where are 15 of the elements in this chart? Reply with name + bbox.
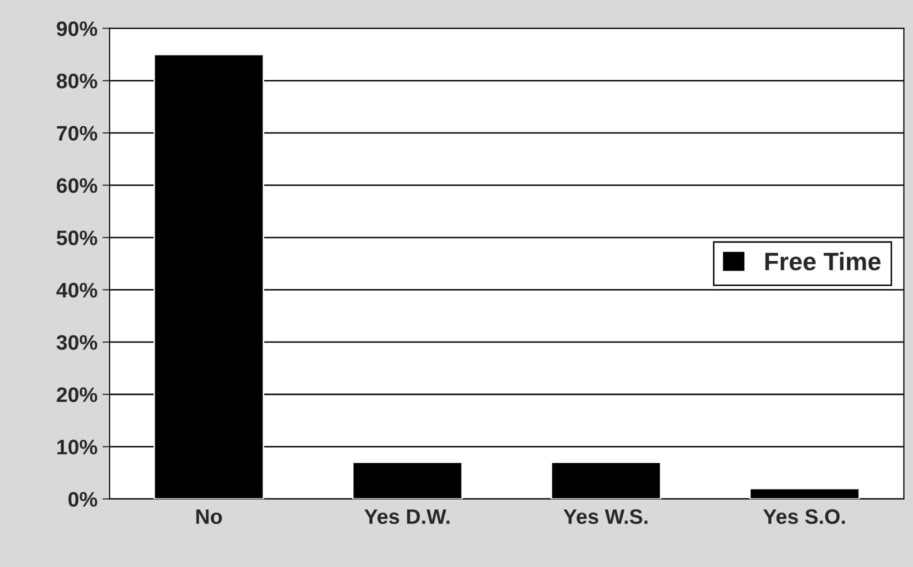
y-tick-label: 20% [56, 387, 98, 402]
y-tick-label: 90% [56, 21, 98, 36]
y-tick-label: 60% [56, 178, 98, 193]
y-tick-label: 10% [57, 440, 98, 454]
y-tick-label: 50% [56, 230, 98, 246]
x-tick-label: Yes W.S. [564, 509, 648, 524]
y-tick-label: 40% [56, 282, 98, 298]
x-tick-label: Yes S.O. [763, 509, 845, 524]
legend-label: Free Time [765, 252, 881, 270]
y-tick-label: 80% [56, 74, 98, 88]
y-tick-label: 30% [56, 335, 98, 350]
x-tick-label: No [196, 509, 222, 524]
y-tick-label: 70% [56, 126, 98, 141]
y-tick-label: 0% [68, 492, 98, 507]
x-tick-label: Yes D.W. [364, 509, 450, 524]
